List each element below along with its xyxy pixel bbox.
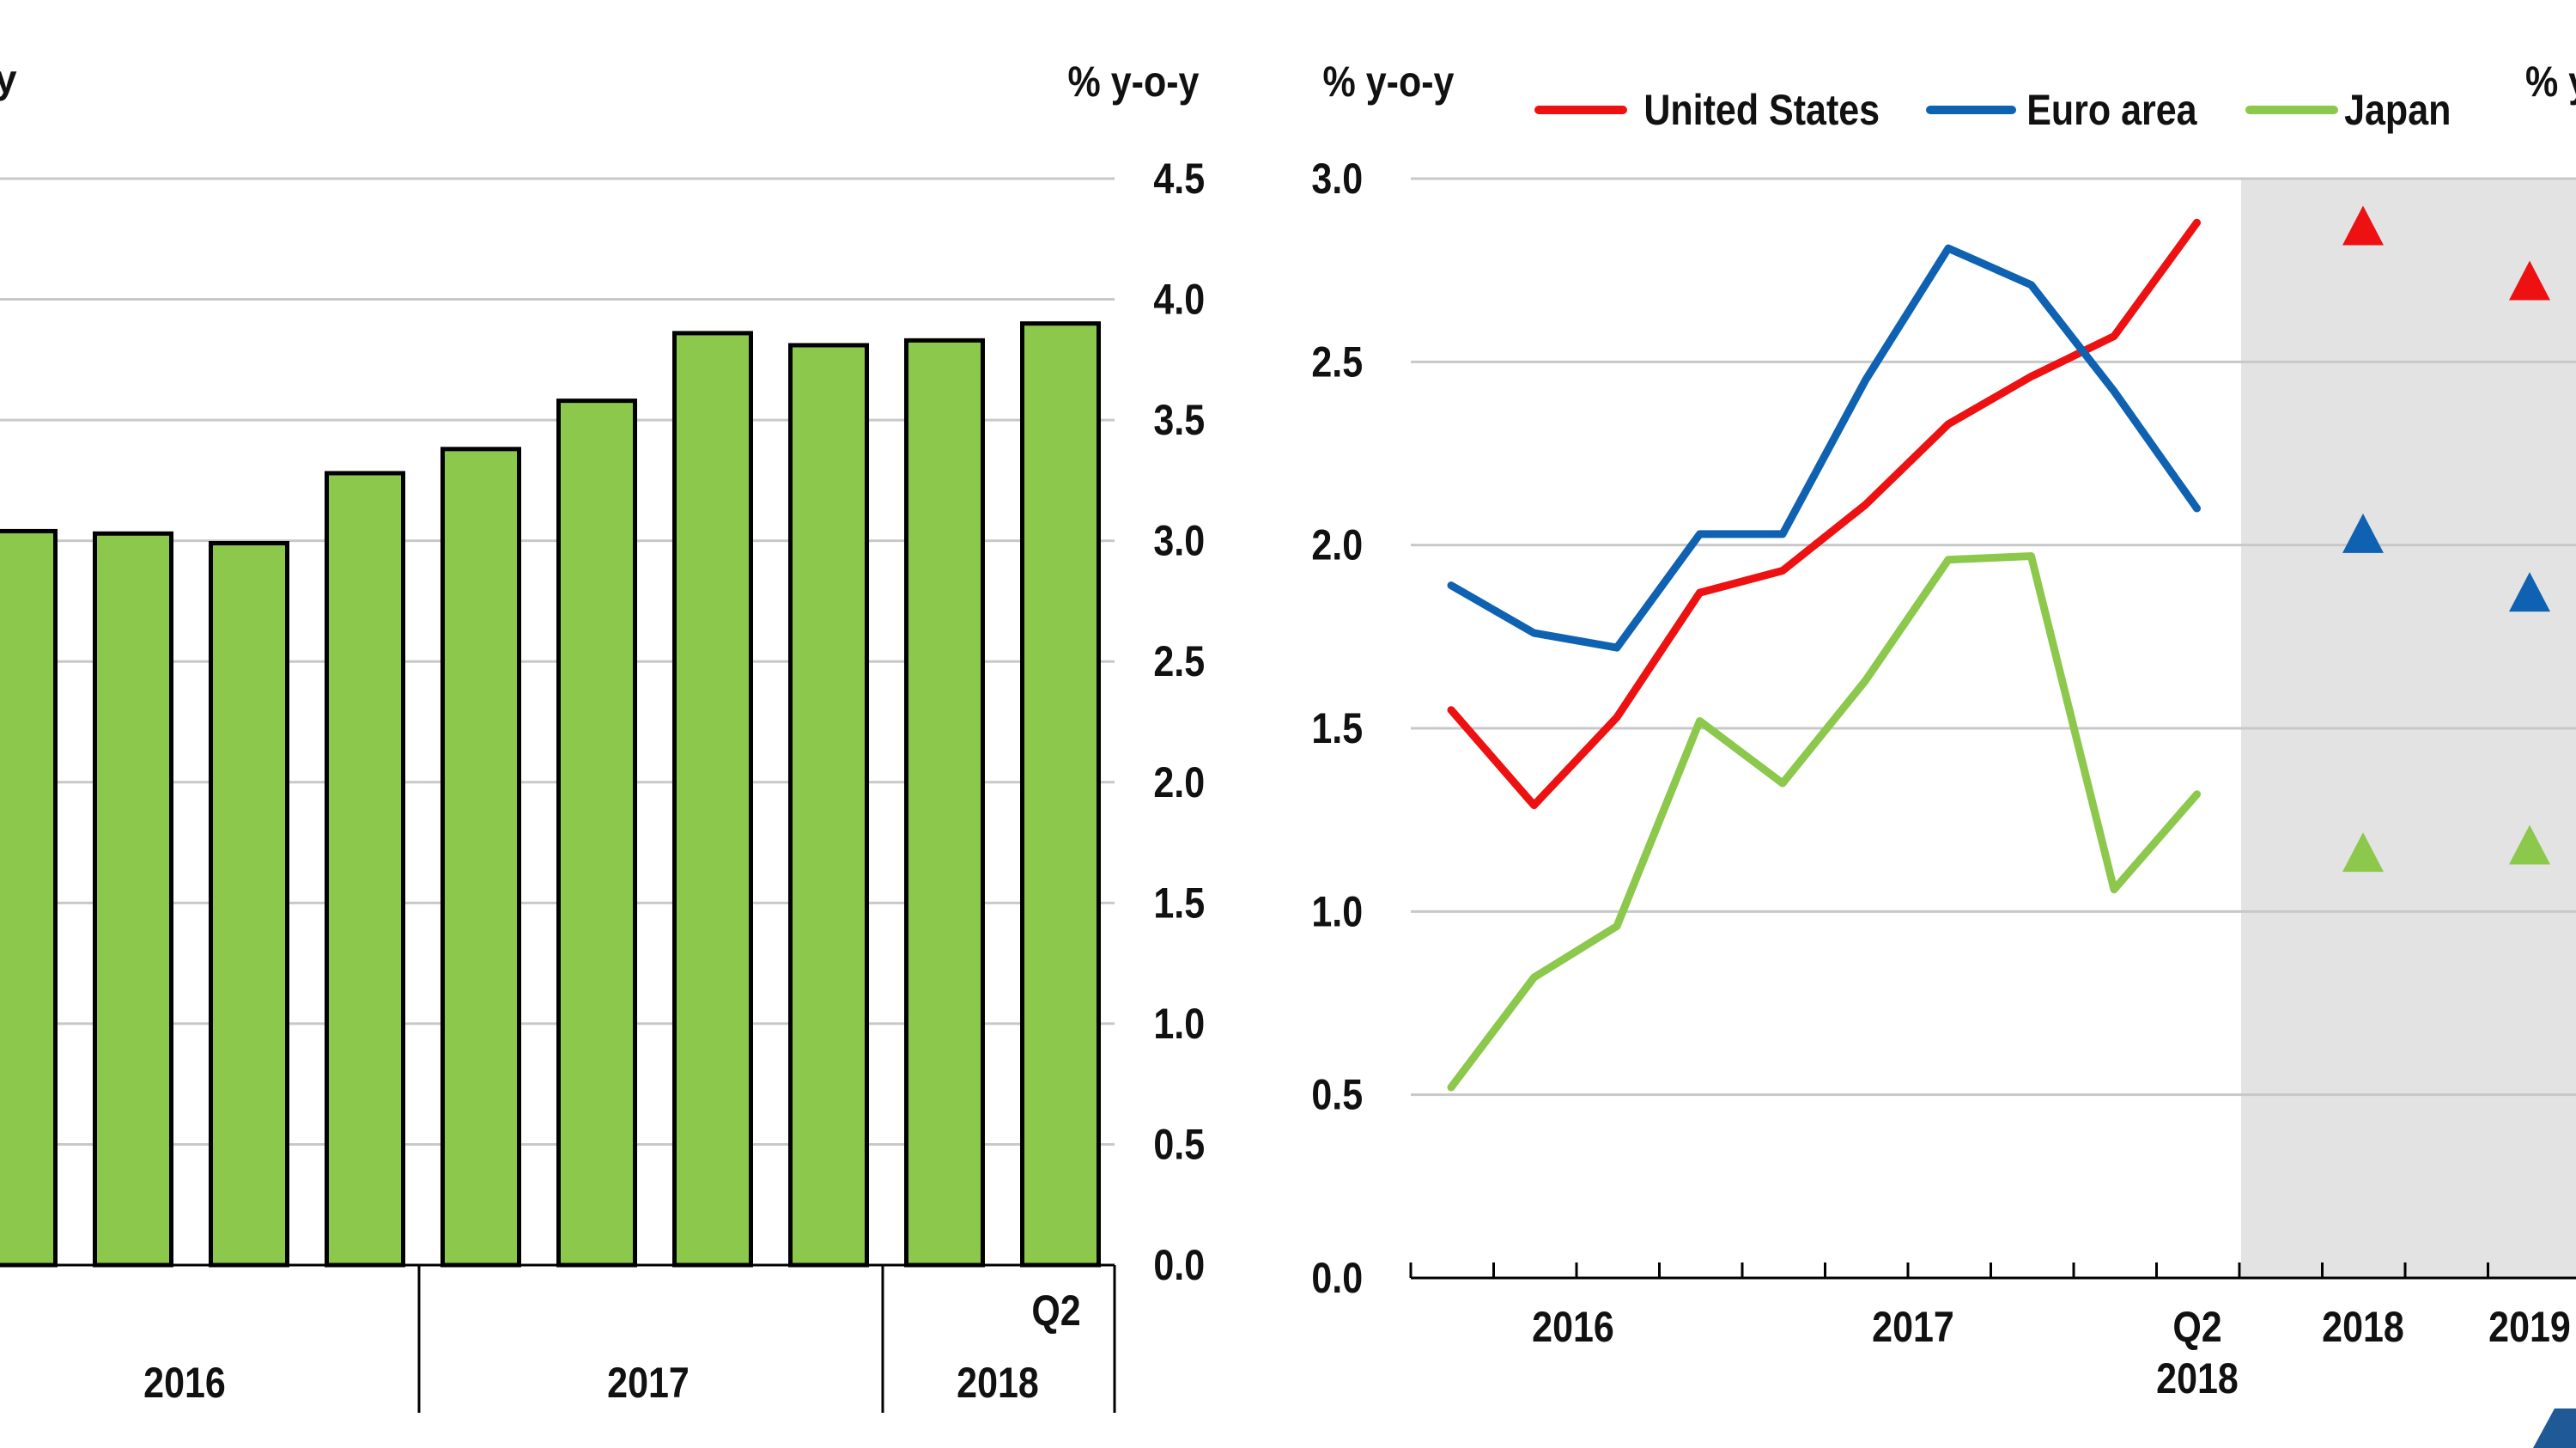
bar [672, 331, 753, 1268]
bar-x-quarter-label: Q2 [1031, 1287, 1080, 1335]
bar [556, 399, 637, 1268]
line-y-tick-label: 3.0 [1311, 155, 1363, 203]
bar-y-tick-label: 3.5 [1153, 396, 1205, 444]
legend-item-euro-area: Euro area [1926, 86, 2198, 134]
bar-y-label-right: % y-o-y [1068, 58, 1200, 106]
bar-x-year-2018: 2018 [957, 1359, 1039, 1407]
forecast-label-2019: 2019 [2488, 1303, 2571, 1351]
line-y-tick-labels: 0.0 0.5 1.0 1.5 2.0 2.5 3.0 [1311, 155, 1363, 1302]
series-line-japan [1447, 552, 2201, 1092]
bar-x-year-2017: 2017 [607, 1359, 690, 1407]
legend-label-japan: Japan [2344, 86, 2451, 134]
legend-label-euro-area: Euro area [2026, 86, 2197, 134]
forecast-marker-euro-area [2509, 572, 2550, 612]
forecast-marker-united-states [2342, 205, 2384, 246]
bar-y-tick-label: 4.5 [1153, 155, 1205, 203]
legend-item-united-states: United States [1534, 86, 1880, 134]
bar [788, 343, 869, 1268]
line-series-group [1447, 218, 2201, 1092]
bar-x-year-2016: 2016 [143, 1359, 226, 1407]
bar-y-tick-label: 1.5 [1153, 879, 1205, 927]
line-y-label-left: % y-o-y [1323, 58, 1455, 106]
bar [1020, 321, 1101, 1268]
bar-y-tick-label: 1.0 [1153, 1000, 1205, 1048]
line-x-year-2016: 2016 [1532, 1303, 1614, 1351]
bar-y-tick-label: 3.0 [1153, 517, 1205, 565]
forecast-label-2018: 2018 [2322, 1303, 2404, 1351]
bar-y-tick-label: 4.0 [1153, 276, 1205, 324]
forecast-marker-united-states [2509, 260, 2550, 301]
line-y-label-right: % y [2525, 58, 2576, 106]
series-line-euro-area [1447, 244, 2201, 652]
bar [904, 338, 985, 1268]
line-y-tick-label: 2.5 [1311, 338, 1363, 386]
bar-y-tick-label: 0.0 [1153, 1241, 1205, 1289]
line-chart: 0.0 0.5 1.0 1.5 2.0 2.5 3.0 % y-o-y % y United… [1311, 58, 2576, 1402]
bar-y-tick-label: 2.0 [1153, 758, 1205, 806]
bar-y-label-left: y [0, 57, 17, 101]
forecast-marker-euro-area [2342, 513, 2384, 553]
line-y-tick-label: 2.0 [1311, 521, 1363, 569]
forecast-markers [2342, 205, 2550, 873]
legend-label-united-states: United States [1643, 86, 1880, 134]
line-x-tick-marks [1409, 1262, 2489, 1278]
line-y-tick-label: 1.5 [1311, 704, 1363, 752]
corner-accent-shape [2533, 1408, 2576, 1448]
bar-chart: 0.0 0.5 1.0 1.5 2.0 2.5 3.0 3.5 4.0 4.5 y % y-o-y… [0, 57, 1205, 1413]
bar [209, 540, 289, 1268]
line-y-tick-label: 1.0 [1311, 887, 1363, 935]
line-x-last-year: 2018 [2156, 1354, 2239, 1402]
line-x-year-2017: 2017 [1872, 1303, 1954, 1351]
bar [440, 447, 521, 1268]
forecast-marker-japan [2342, 832, 2384, 873]
forecast-marker-japan [2509, 824, 2550, 865]
bar-y-tick-labels: 0.0 0.5 1.0 1.5 2.0 2.5 3.0 3.5 4.0 4.5 [1153, 155, 1205, 1289]
line-y-tick-label: 0.0 [1311, 1254, 1363, 1302]
bar [93, 531, 173, 1268]
bar-y-tick-label: 0.5 [1153, 1120, 1205, 1168]
bar-y-tick-label: 2.5 [1153, 637, 1205, 685]
bar [0, 528, 58, 1268]
legend: United States Euro area Japan [1534, 86, 2451, 134]
line-y-tick-label: 0.5 [1311, 1071, 1363, 1119]
series-line-united-states [1447, 218, 2201, 810]
bar-series [0, 321, 1101, 1268]
bar [325, 471, 405, 1268]
line-x-last-quarter: Q2 [2172, 1303, 2221, 1351]
legend-item-japan: Japan [2245, 86, 2451, 134]
